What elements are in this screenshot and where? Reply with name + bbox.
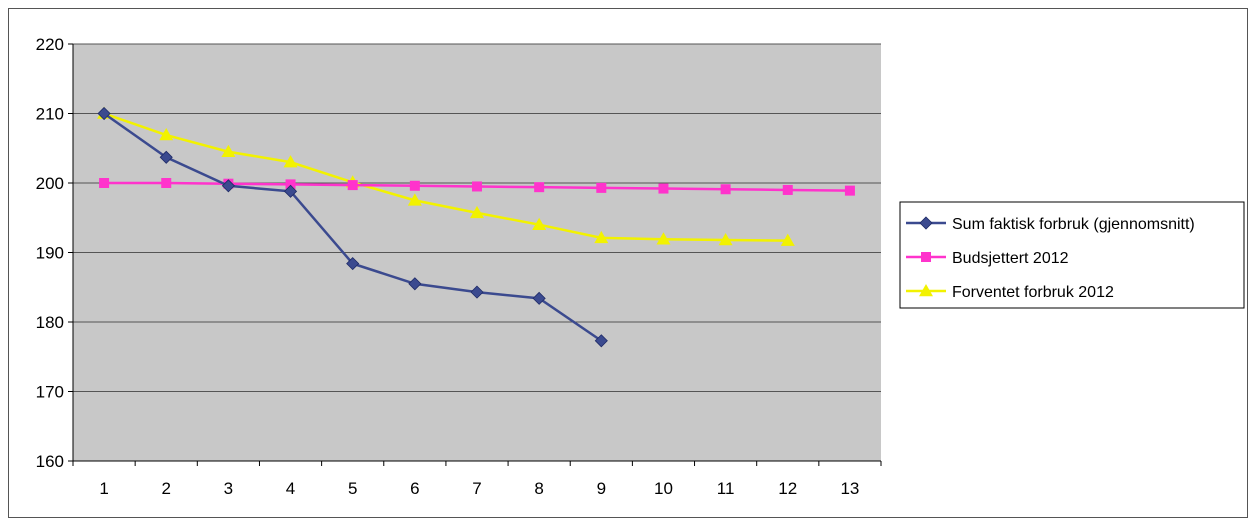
legend-label: Budsjettert 2012: [952, 250, 1069, 267]
y-tick-label: 210: [36, 105, 64, 124]
x-tick-label: 11: [717, 479, 735, 498]
legend-marker: [919, 216, 933, 230]
data-point: [532, 217, 547, 230]
x-tick-label: 6: [410, 479, 419, 498]
x-tick-label: 13: [840, 479, 859, 498]
x-tick-label: 10: [654, 479, 673, 498]
series-group: [97, 106, 855, 348]
data-point: [99, 178, 110, 188]
data-point: [161, 178, 172, 188]
data-point: [656, 232, 671, 245]
data-point: [221, 179, 235, 193]
data-point: [97, 106, 111, 121]
x-tick-label: 12: [778, 479, 797, 498]
data-point: [159, 128, 174, 141]
y-tick-label: 180: [36, 313, 64, 332]
data-point: [221, 144, 236, 157]
data-point: [780, 233, 795, 246]
data-point: [470, 205, 484, 219]
data-point: [285, 179, 296, 190]
y-tick-label: 220: [36, 35, 64, 54]
data-point: [283, 155, 298, 168]
data-point: [409, 180, 420, 191]
data-point: [532, 291, 546, 305]
data-point: [283, 184, 298, 198]
y-tick-label: 190: [36, 244, 64, 263]
data-point: [470, 285, 484, 299]
y-tick-label: 160: [36, 452, 64, 471]
data-point: [407, 193, 422, 206]
data-point: [594, 230, 609, 244]
data-point: [720, 184, 731, 195]
series-1: [97, 106, 608, 348]
data-point: [594, 334, 608, 348]
data-point: [658, 183, 669, 194]
legend-marker: [919, 284, 933, 297]
x-tick-label: 9: [597, 479, 606, 498]
x-tick-label: 8: [534, 479, 543, 498]
data-point: [718, 232, 733, 246]
x-tick-label: 7: [472, 479, 481, 498]
legend: Sum faktisk forbruk (gjennomsnitt) Budsje…: [899, 201, 1245, 309]
x-tick-label: 3: [224, 479, 233, 498]
data-point: [782, 184, 793, 195]
x-tick-label: 4: [286, 479, 295, 498]
data-point: [159, 150, 173, 164]
data-point: [408, 277, 422, 291]
data-point: [844, 185, 855, 196]
y-tick-label: 200: [36, 174, 64, 193]
legend-box: [899, 201, 1245, 309]
legend-label: Forventet forbruk 2012: [952, 284, 1114, 301]
x-tick-label: 1: [99, 479, 108, 498]
data-point: [534, 182, 545, 193]
x-tick-label: 2: [161, 479, 170, 498]
data-point: [347, 180, 358, 191]
y-tick-label: 170: [36, 383, 64, 402]
data-point: [596, 182, 607, 193]
legend-marker: [921, 252, 931, 262]
data-point: [472, 181, 482, 192]
legend-label: Sum faktisk forbruk (gjennomsnitt): [952, 216, 1195, 233]
y-tick-labels: 220 210 200 190 180 170 160: [36, 35, 73, 471]
x-tick-label: 5: [348, 479, 357, 498]
data-point: [346, 257, 360, 271]
series-line: [103, 112, 788, 242]
x-tick-labels: 1 2 3 4 5 6 7 8 9 10 11 12 13: [72, 461, 882, 498]
